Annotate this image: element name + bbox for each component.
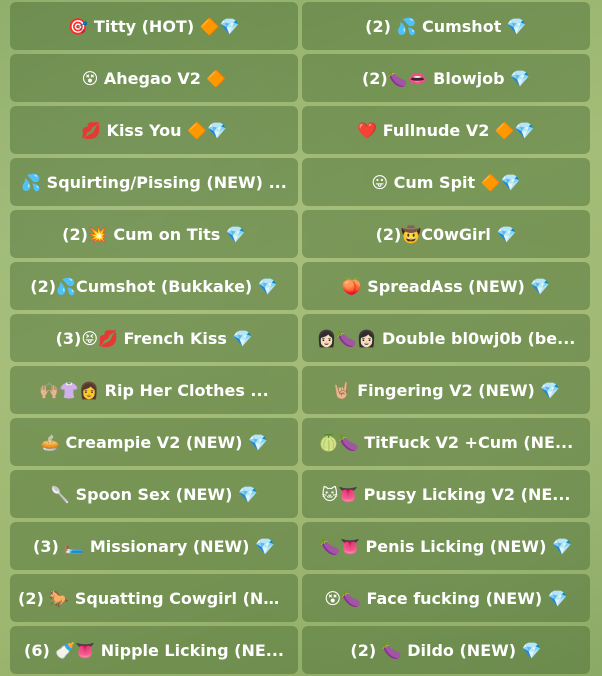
keyboard-button[interactable]: (2)🍆👄 Blowjob 💎 [302,54,590,102]
keyboard-button[interactable]: 🥄 Spoon Sex (NEW) 💎 [10,470,298,518]
keyboard-button-label: (2)💦Cumshot (Bukkake) 💎 [30,276,278,296]
inline-keyboard: 🎯 Titty (HOT) 🔶💎 (2) 💦 Cumshot 💎 😵 Ahegao … [10,2,590,674]
keyboard-button[interactable]: 🍆👅 Penis Licking (NEW) 💎 [302,522,590,570]
keyboard-button-label: 🙌🏼👚👩 Rip Her Clothes ... [39,380,269,400]
keyboard-button[interactable]: 💋 Kiss You 🔶💎 [10,106,298,154]
keyboard-button-label: 🍆👅 Penis Licking (NEW) 💎 [320,536,572,556]
keyboard-button-label: (6) 🍼👅 Nipple Licking (NE... [24,640,284,660]
keyboard-button[interactable]: (2) 💦 Cumshot 💎 [302,2,590,50]
keyboard-button-label: 🍑 SpreadAss (NEW) 💎 [341,276,551,296]
keyboard-button-label: (2)🍆👄 Blowjob 💎 [361,68,531,88]
keyboard-button-label: 💋 Kiss You 🔶💎 [81,120,227,140]
keyboard-button-label: 😛 Cum Spit 🔶💎 [371,172,521,192]
keyboard-button-label: 🍈🍆 TitFuck V2 +Cum (NE... [318,432,574,452]
keyboard-button-label: (2) 💦 Cumshot 💎 [365,16,527,36]
keyboard-button[interactable]: 👩🏻🍆👩🏻 Double bl0wj0b (be... [302,314,590,362]
keyboard-button-label: (3)😝💋 French Kiss 💎 [55,328,253,348]
keyboard-button[interactable]: 🥧 Creampie V2 (NEW) 💎 [10,418,298,466]
keyboard-button-label: (2)🤠C0wGirl 💎 [375,224,517,244]
keyboard-button-label: 🐱👅 Pussy Licking V2 (NE... [321,484,571,504]
keyboard-button[interactable]: (2)💥 Cum on Tits 💎 [10,210,298,258]
keyboard-button[interactable]: ❤️ Fullnude V2 🔶💎 [302,106,590,154]
keyboard-button-label: (2) 🐎 Squatting Cowgirl (NE... [18,588,290,608]
keyboard-button[interactable]: 😛 Cum Spit 🔶💎 [302,158,590,206]
keyboard-button-label: (3) 🛏️ Missionary (NEW) 💎 [33,536,275,556]
keyboard-button[interactable]: 🍈🍆 TitFuck V2 +Cum (NE... [302,418,590,466]
keyboard-button[interactable]: (2)🤠C0wGirl 💎 [302,210,590,258]
keyboard-button-label: 😵 Ahegao V2 🔶 [81,68,227,88]
keyboard-button[interactable]: 💦 Squirting/Pissing (NEW) ... [10,158,298,206]
keyboard-button-label: 🤘🏼 Fingering V2 (NEW) 💎 [331,380,561,400]
keyboard-button[interactable]: (3)😝💋 French Kiss 💎 [10,314,298,362]
keyboard-button[interactable]: 😵🍆 Face fucking (NEW) 💎 [302,574,590,622]
keyboard-button[interactable]: 🙌🏼👚👩 Rip Her Clothes ... [10,366,298,414]
keyboard-button-label: 🥄 Spoon Sex (NEW) 💎 [50,484,258,504]
keyboard-button[interactable]: (2)💦Cumshot (Bukkake) 💎 [10,262,298,310]
keyboard-button-label: 🥧 Creampie V2 (NEW) 💎 [40,432,268,452]
keyboard-button[interactable]: 🎯 Titty (HOT) 🔶💎 [10,2,298,50]
keyboard-button-label: 💦 Squirting/Pissing (NEW) ... [21,172,287,192]
keyboard-button-label: ❤️ Fullnude V2 🔶💎 [357,120,535,140]
keyboard-button-label: 🎯 Titty (HOT) 🔶💎 [68,16,240,36]
keyboard-button[interactable]: (6) 🍼👅 Nipple Licking (NE... [10,626,298,674]
keyboard-button[interactable]: 😵 Ahegao V2 🔶 [10,54,298,102]
keyboard-button[interactable]: 🍑 SpreadAss (NEW) 💎 [302,262,590,310]
keyboard-button-label: 👩🏻🍆👩🏻 Double bl0wj0b (be... [316,328,576,348]
keyboard-button-label: (2)💥 Cum on Tits 💎 [62,224,246,244]
keyboard-button[interactable]: (2) 🐎 Squatting Cowgirl (NE... [10,574,298,622]
keyboard-button-label: (2) 🍆 Dildo (NEW) 💎 [350,640,542,660]
keyboard-button-label: 😵🍆 Face fucking (NEW) 💎 [324,588,568,608]
keyboard-button[interactable]: (2) 🍆 Dildo (NEW) 💎 [302,626,590,674]
keyboard-button[interactable]: 🤘🏼 Fingering V2 (NEW) 💎 [302,366,590,414]
keyboard-button[interactable]: 🐱👅 Pussy Licking V2 (NE... [302,470,590,518]
keyboard-button[interactable]: (3) 🛏️ Missionary (NEW) 💎 [10,522,298,570]
